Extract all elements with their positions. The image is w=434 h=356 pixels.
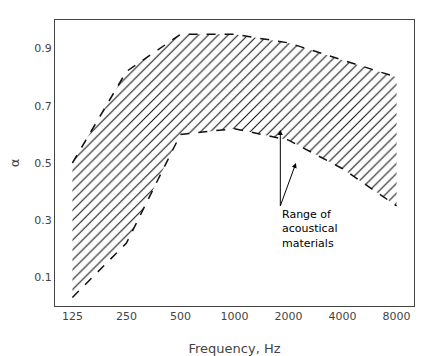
- svg-text:0.1: 0.1: [34, 271, 52, 284]
- svg-text:0.3: 0.3: [34, 214, 52, 227]
- svg-text:125: 125: [62, 310, 83, 323]
- svg-text:4000: 4000: [329, 310, 357, 323]
- svg-text:0.7: 0.7: [34, 100, 52, 113]
- svg-text:8000: 8000: [383, 310, 411, 323]
- svg-text:Frequency, Hz: Frequency, Hz: [188, 341, 280, 356]
- svg-text:2000: 2000: [275, 310, 303, 323]
- svg-text:500: 500: [170, 310, 191, 323]
- svg-text:α: α: [7, 159, 22, 168]
- svg-text:0.5: 0.5: [34, 157, 52, 170]
- svg-text:0.9: 0.9: [34, 42, 52, 55]
- svg-text:Range ofacousticalmaterials: Range ofacousticalmaterials: [282, 208, 337, 250]
- svg-text:250: 250: [116, 310, 137, 323]
- svg-text:1000: 1000: [221, 310, 249, 323]
